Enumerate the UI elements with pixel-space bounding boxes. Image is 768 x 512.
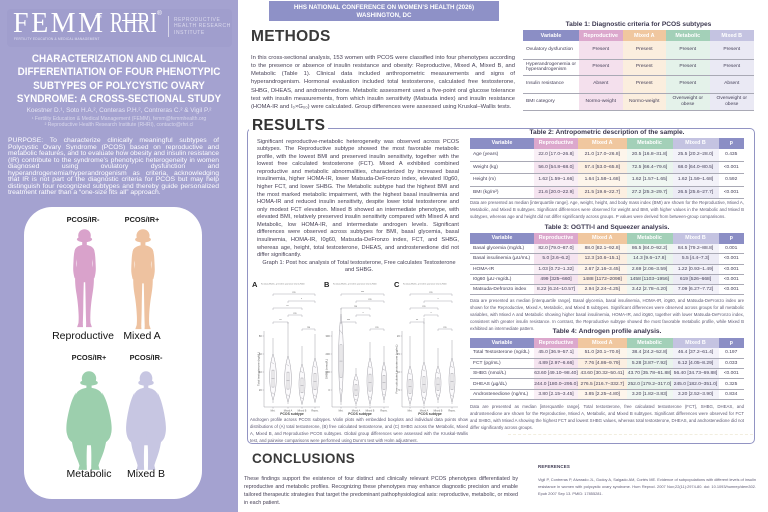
svg-text:Kruskal-Wallis, p<0.001; pairw: Kruskal-Wallis, p<0.001; pairwise Dunn-H…: [333, 283, 377, 286]
svg-text:Mixed A: Mixed A: [284, 410, 293, 413]
svg-text:Repro.: Repro.: [380, 410, 388, 413]
svg-text:PCOS subtype: PCOS subtype: [280, 412, 304, 416]
svg-text:ns: ns: [423, 304, 427, 308]
svg-text:ns: ns: [354, 304, 358, 308]
svg-text:40: 40: [259, 370, 262, 374]
svg-text:20: 20: [259, 388, 262, 392]
svg-text:C: C: [394, 280, 400, 289]
svg-text:Mixed B: Mixed B: [434, 410, 443, 413]
svg-text:ns: ns: [307, 325, 311, 329]
svg-text:10: 10: [397, 370, 400, 374]
svg-text:***: ***: [361, 290, 365, 294]
svg-text:80: 80: [259, 334, 262, 338]
svg-text:Total testosterone (ng/dL): Total testosterone (ng/dL): [257, 352, 261, 386]
svg-text:200: 200: [325, 352, 330, 356]
svg-text:Met.: Met.: [408, 410, 413, 413]
svg-text:20: 20: [397, 334, 400, 338]
svg-text:SHBG (nmol/L): SHBG (nmol/L): [325, 359, 329, 379]
svg-text:100: 100: [325, 370, 330, 374]
svg-text:0: 0: [328, 388, 330, 392]
svg-text:ns: ns: [293, 290, 297, 294]
svg-text:Met.: Met.: [271, 410, 276, 413]
svg-text:PCOS subtype: PCOS subtype: [348, 412, 372, 416]
svg-text:15: 15: [397, 352, 400, 356]
svg-text:**: **: [416, 318, 419, 322]
svg-text:Repro.: Repro.: [311, 410, 319, 413]
svg-text:ns: ns: [444, 325, 448, 329]
svg-text:Mixed A: Mixed A: [352, 410, 361, 413]
svg-text:300: 300: [325, 334, 330, 338]
svg-text:*: *: [437, 297, 439, 301]
svg-text:*: *: [430, 311, 432, 315]
svg-text:Kruskal-Wallis, p<0.001; pairw: Kruskal-Wallis, p<0.001; pairwise Dunn-H…: [403, 283, 447, 286]
svg-text:ns: ns: [294, 311, 298, 315]
svg-text:*: *: [301, 297, 303, 301]
svg-text:A: A: [252, 280, 258, 289]
svg-text:Met.: Met.: [339, 410, 344, 413]
svg-text:**: **: [279, 318, 282, 322]
svg-text:ns: ns: [376, 325, 380, 329]
svg-text:ns: ns: [430, 290, 434, 294]
svg-text:B: B: [324, 280, 330, 289]
svg-text:5: 5: [398, 388, 400, 392]
svg-text:Free calculated testosterone (: Free calculated testosterone (pg/mL): [395, 344, 399, 393]
svg-text:***: ***: [347, 318, 351, 322]
svg-text:ns: ns: [369, 297, 373, 301]
svg-text:Kruskal-Wallis, p<0.001; pairw: Kruskal-Wallis, p<0.001; pairwise Dunn-H…: [261, 283, 305, 286]
svg-text:Mixed B: Mixed B: [366, 410, 375, 413]
svg-text:PCOS subtype: PCOS subtype: [418, 412, 442, 416]
svg-text:Repro.: Repro.: [448, 410, 456, 413]
svg-text:**: **: [286, 304, 289, 308]
svg-text:Mixed A: Mixed A: [420, 410, 429, 413]
svg-text:*: *: [362, 311, 364, 315]
svg-text:Mixed B: Mixed B: [298, 410, 307, 413]
svg-text:60: 60: [259, 352, 262, 356]
